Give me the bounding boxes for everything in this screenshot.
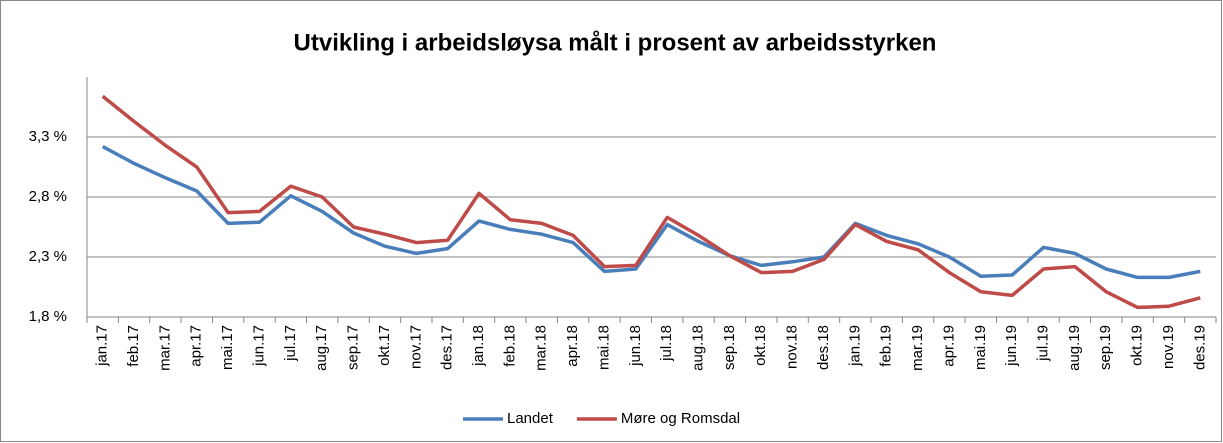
x-tick-label: jan.18 <box>470 325 487 367</box>
x-tick-label: jul.19 <box>1034 325 1051 362</box>
line-series <box>101 145 1201 280</box>
line-series <box>101 94 1201 310</box>
y-tick-label: 2,8 % <box>29 188 67 205</box>
chart-title: Utvikling i arbeidsløysa målt i prosent … <box>294 29 937 56</box>
x-tick-label: jan.17 <box>94 325 111 367</box>
x-tick-label: jan.19 <box>846 325 863 367</box>
x-tick-label: feb.18 <box>501 325 518 367</box>
x-tick-label: mai.19 <box>972 325 989 370</box>
x-tick-label: aug.18 <box>690 325 707 371</box>
x-tick-label: jun.17 <box>250 325 267 367</box>
y-tick-label: 2,3 % <box>29 248 67 265</box>
y-tick-label: 3,3 % <box>29 128 67 145</box>
legend-label: Møre og Romsdal <box>621 410 740 427</box>
x-tick-label: des.19 <box>1191 325 1208 370</box>
x-tick-label: jun.18 <box>627 325 644 367</box>
x-tick-label: jul.18 <box>658 325 675 362</box>
x-tick-label: apr.19 <box>940 325 957 367</box>
x-tick-label: feb.17 <box>125 325 142 367</box>
x-tick-label: aug.19 <box>1066 325 1083 371</box>
x-tick-label: des.17 <box>439 325 456 370</box>
x-tick-label: mar.19 <box>909 325 926 371</box>
x-tick-label: aug.17 <box>313 325 330 371</box>
x-tick-label: jul.17 <box>282 325 299 362</box>
x-tick-label: mai.17 <box>219 325 236 370</box>
x-tick-label: okt.18 <box>752 325 769 366</box>
x-tick-label: okt.19 <box>1129 325 1146 366</box>
x-tick-label: apr.18 <box>564 325 581 367</box>
x-tick-label: feb.19 <box>878 325 895 367</box>
x-tick-label: des.18 <box>815 325 832 370</box>
x-tick-label: mar.18 <box>533 325 550 371</box>
legend-label: Landet <box>507 410 554 427</box>
x-tick-label: sep.17 <box>345 325 362 370</box>
x-tick-label: jun.19 <box>1003 325 1020 367</box>
x-tick-label: okt.17 <box>376 325 393 366</box>
x-tick-label: apr.17 <box>188 325 205 367</box>
x-tick-label: sep.18 <box>721 325 738 370</box>
x-tick-label: nov.19 <box>1160 325 1177 369</box>
y-tick-label: 1,8 % <box>29 308 67 325</box>
x-tick-label: mar.17 <box>156 325 173 371</box>
x-tick-label: mai.18 <box>595 325 612 370</box>
x-tick-label: nov.17 <box>407 325 424 369</box>
x-tick-label: sep.19 <box>1097 325 1114 370</box>
x-tick-label: nov.18 <box>784 325 801 369</box>
